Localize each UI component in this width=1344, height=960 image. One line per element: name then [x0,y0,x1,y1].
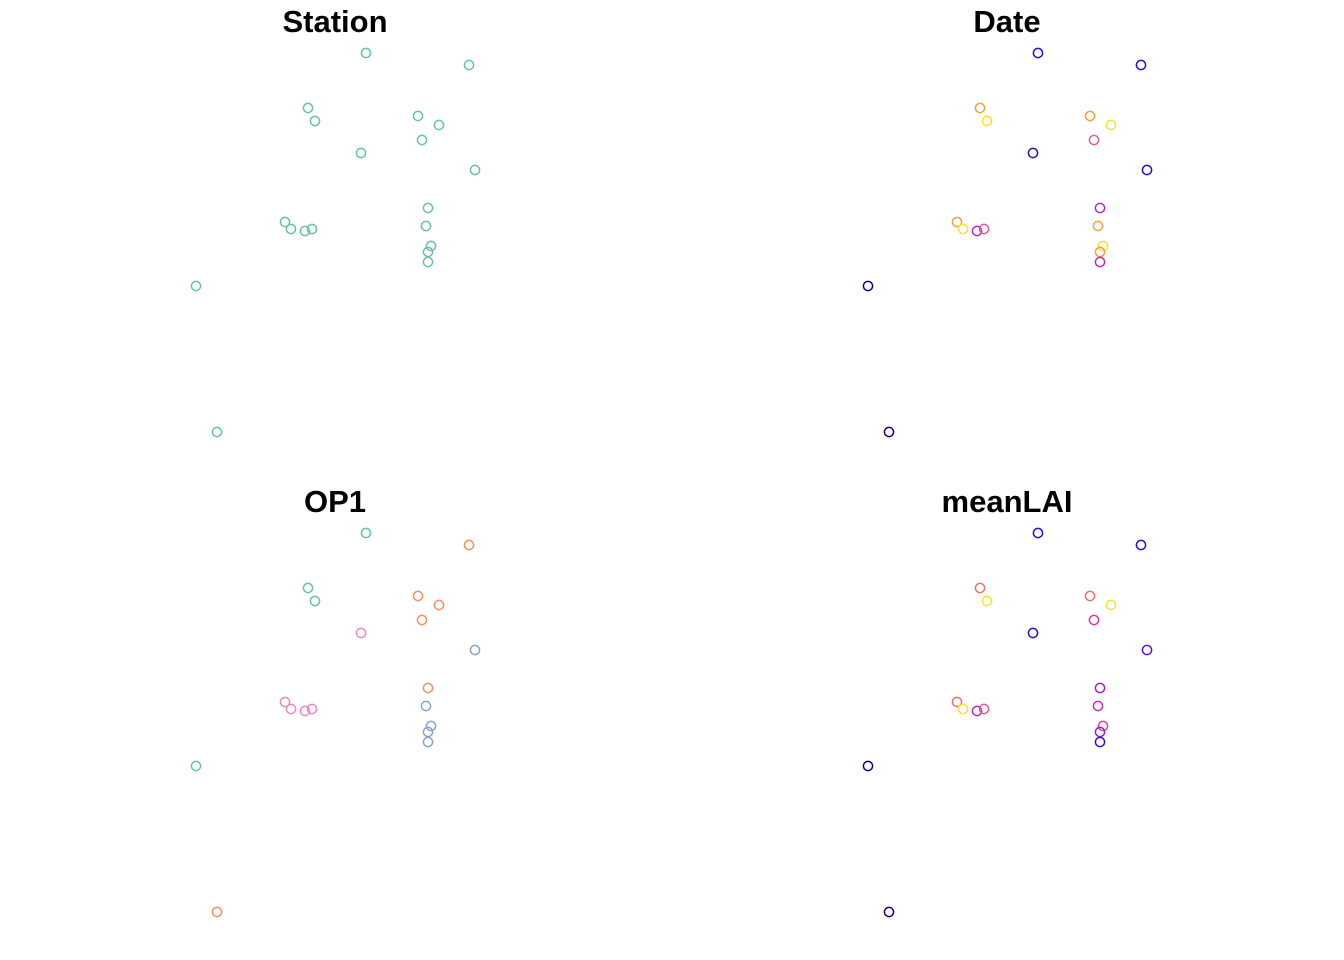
scatter-point [279,216,291,228]
scatter-point [469,644,481,656]
scatter-point [425,240,437,252]
scatter-point [422,726,434,738]
scatter-point [285,223,297,235]
scatter-point [355,627,367,639]
scatter-point [957,223,969,235]
scatter-point [1027,627,1039,639]
scatter-point [1135,539,1147,551]
scatter-point [1141,644,1153,656]
scatter-point [1094,682,1106,694]
scatter-point [862,280,874,292]
scatter-point [279,696,291,708]
scatter-point [422,246,434,258]
scatter-point [412,110,424,122]
scatter-point [957,703,969,715]
scatter-point [306,703,318,715]
scatter-point [360,47,372,59]
scatter-point [1094,246,1106,258]
scatter-point [1094,202,1106,214]
scatter-point [302,582,314,594]
scatter-point [1094,726,1106,738]
panel-title-station: Station [282,4,387,39]
scatter-point [211,906,223,918]
panel-op1: OP1 [190,484,481,918]
scatter-point [355,147,367,159]
scatter-point [1088,614,1100,626]
scatter-point [422,736,434,748]
scatter-point [978,223,990,235]
scatter-point [422,202,434,214]
scatter-point [1135,59,1147,71]
scatter-point [463,59,475,71]
scatter-point [1094,256,1106,268]
scatter-point [211,426,223,438]
scatter-point [299,225,311,237]
scatter-point [433,599,445,611]
scatter-point [420,220,432,232]
scatter-point [1088,134,1100,146]
scatter-point [422,682,434,694]
scatter-point [883,906,895,918]
scatter-point [1097,240,1109,252]
panel-station: Station [190,4,481,438]
scatter-point [412,590,424,602]
panel-title-date: Date [973,4,1040,39]
scatter-point [420,700,432,712]
scatter-point [1084,110,1096,122]
scatter-point [416,134,428,146]
scatter-point [1105,119,1117,131]
scatter-point [1032,47,1044,59]
scatter-point [883,426,895,438]
scatter-point [190,280,202,292]
scatter-point [951,696,963,708]
scatter-point [285,703,297,715]
scatter-point [971,705,983,717]
scatter-point [469,164,481,176]
scatter-point [433,119,445,131]
scatter-point [416,614,428,626]
scatter-point [309,595,321,607]
scatter-point [1084,590,1096,602]
scatter-point [951,216,963,228]
scatter-point [302,102,314,114]
scatter-point [974,582,986,594]
panel-title-meanlai: meanLAI [942,484,1073,519]
scatter-point [309,115,321,127]
scatter-point [422,256,434,268]
scatter-point [463,539,475,551]
panel-title-op1: OP1 [304,484,366,519]
panel-meanlai: meanLAI [862,484,1153,918]
scatter-point [1092,700,1104,712]
scatter-point [1097,720,1109,732]
scatter-point [190,760,202,772]
panel-date: Date [862,4,1153,438]
scatter-point [862,760,874,772]
scatter-point [974,102,986,114]
scatter-point [978,703,990,715]
scatter-point [1092,220,1104,232]
scatter-point [1027,147,1039,159]
scatter-point [299,705,311,717]
scatter-point [1105,599,1117,611]
scatter-point [1032,527,1044,539]
scatter-point [981,115,993,127]
scatter-point [1141,164,1153,176]
scatter-point [971,225,983,237]
scatter-point [360,527,372,539]
scatter-point [981,595,993,607]
scatter-point [306,223,318,235]
scatter-point [1094,736,1106,748]
scatter-point [425,720,437,732]
